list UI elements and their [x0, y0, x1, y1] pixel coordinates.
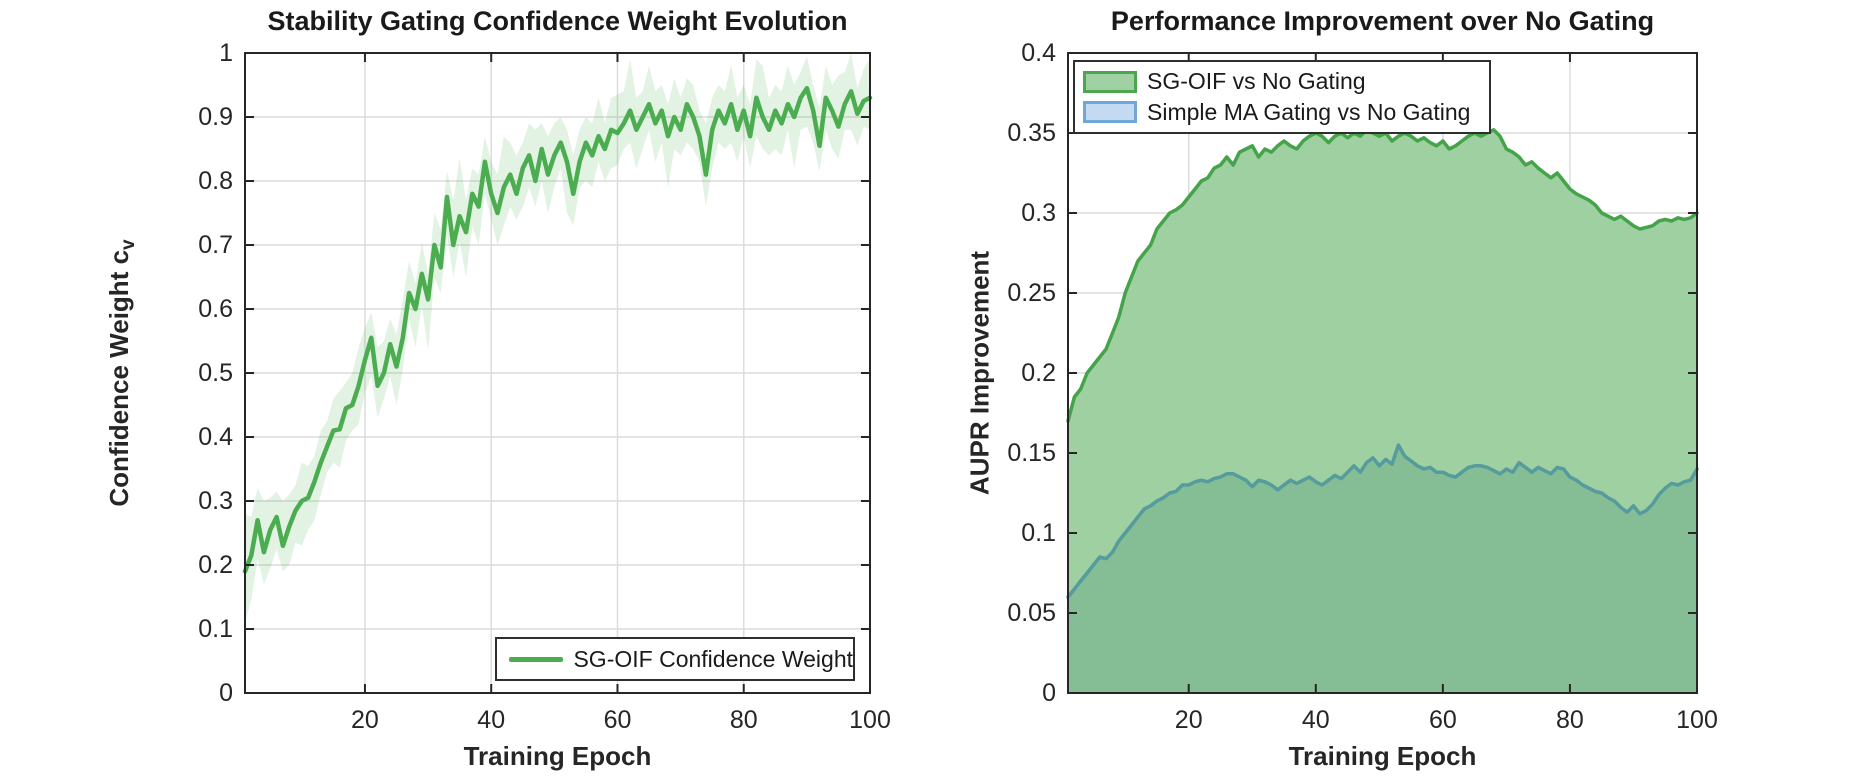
- legend-green-patch: [1083, 70, 1137, 93]
- y-tick-label: 0.7: [198, 231, 233, 259]
- y-tick-label: 0.9: [198, 103, 233, 131]
- y-tick-label: 1: [219, 39, 233, 67]
- y-tick-label: 0.2: [198, 551, 233, 579]
- sgoif-confidence-line: [242, 85, 873, 574]
- y-tick-label: 0.05: [1007, 599, 1056, 627]
- right-legend: SG-OIF vs No Gating Simple MA Gating vs …: [1073, 60, 1491, 134]
- y-tick-label: 0.4: [1021, 39, 1056, 67]
- legend-label-sgoif: SG-OIF vs No Gating: [1147, 68, 1366, 95]
- y-tick-label: 0.3: [198, 487, 233, 515]
- x-tick-label: 80: [729, 706, 758, 734]
- y-tick-label: 0.2: [1021, 359, 1056, 387]
- y-tick-label: 0.35: [1007, 119, 1056, 147]
- y-tick-label: 0.15: [1007, 439, 1056, 467]
- confidence-band: [245, 53, 870, 623]
- x-tick-label: 60: [603, 706, 632, 734]
- legend-row-sgoif: SG-OIF vs No Gating: [1083, 68, 1481, 95]
- y-tick-label: 0.4: [198, 423, 233, 451]
- y-tick-label: 0: [1042, 679, 1056, 707]
- y-tick-label: 0: [219, 679, 233, 707]
- legend-blue-patch: [1083, 101, 1137, 124]
- x-tick-label: 20: [351, 706, 379, 734]
- legend-row-simple-ma: Simple MA Gating vs No Gating: [1083, 99, 1481, 126]
- y-tick-label: 0.8: [198, 167, 233, 195]
- simple-ma-area: [1068, 445, 1697, 693]
- y-tick-label: 0.5: [198, 359, 233, 387]
- right-x-axis-label: Training Epoch: [1288, 741, 1477, 771]
- sgoif-area-edge: [1066, 128, 1699, 423]
- x-tick-label: 20: [1174, 706, 1203, 734]
- y-tick-label: 0.3: [1021, 199, 1056, 227]
- y-tick-label: 0.25: [1007, 279, 1056, 307]
- x-tick-label: 80: [1556, 706, 1584, 734]
- axes-box: [244, 52, 871, 694]
- axes-box: [1067, 52, 1698, 694]
- y-tick-label: 0.1: [1021, 519, 1056, 547]
- x-tick-label: 100: [1676, 706, 1718, 734]
- legend-label-simple-ma: Simple MA Gating vs No Gating: [1147, 98, 1471, 125]
- left-chart-title: Stability Gating Confidence Weight Evolu…: [267, 6, 848, 36]
- left-x-axis-label: Training Epoch: [463, 741, 652, 771]
- left-y-axis-label-subscript: v: [118, 239, 140, 250]
- y-tick-label: 0.6: [198, 295, 233, 323]
- x-tick-label: 40: [1301, 706, 1330, 734]
- left-legend: SG-OIF Confidence Weight: [495, 637, 855, 681]
- legend-label-sgoif-confidence: SG-OIF Confidence Weight: [573, 645, 853, 672]
- left-y-axis-label-text: Confidence Weight c: [103, 249, 134, 507]
- y-tick-label: 0.1: [198, 615, 233, 643]
- x-tick-label: 40: [477, 706, 506, 734]
- x-tick-label: 60: [1428, 706, 1457, 734]
- right-chart-title: Performance Improvement over No Gating: [1110, 6, 1655, 36]
- simple-ma-area-edge: [1066, 443, 1699, 599]
- left-y-axis-label: Confidence Weight cv: [104, 239, 140, 506]
- legend-line-swatch: [509, 656, 564, 662]
- x-tick-label: 100: [849, 706, 891, 734]
